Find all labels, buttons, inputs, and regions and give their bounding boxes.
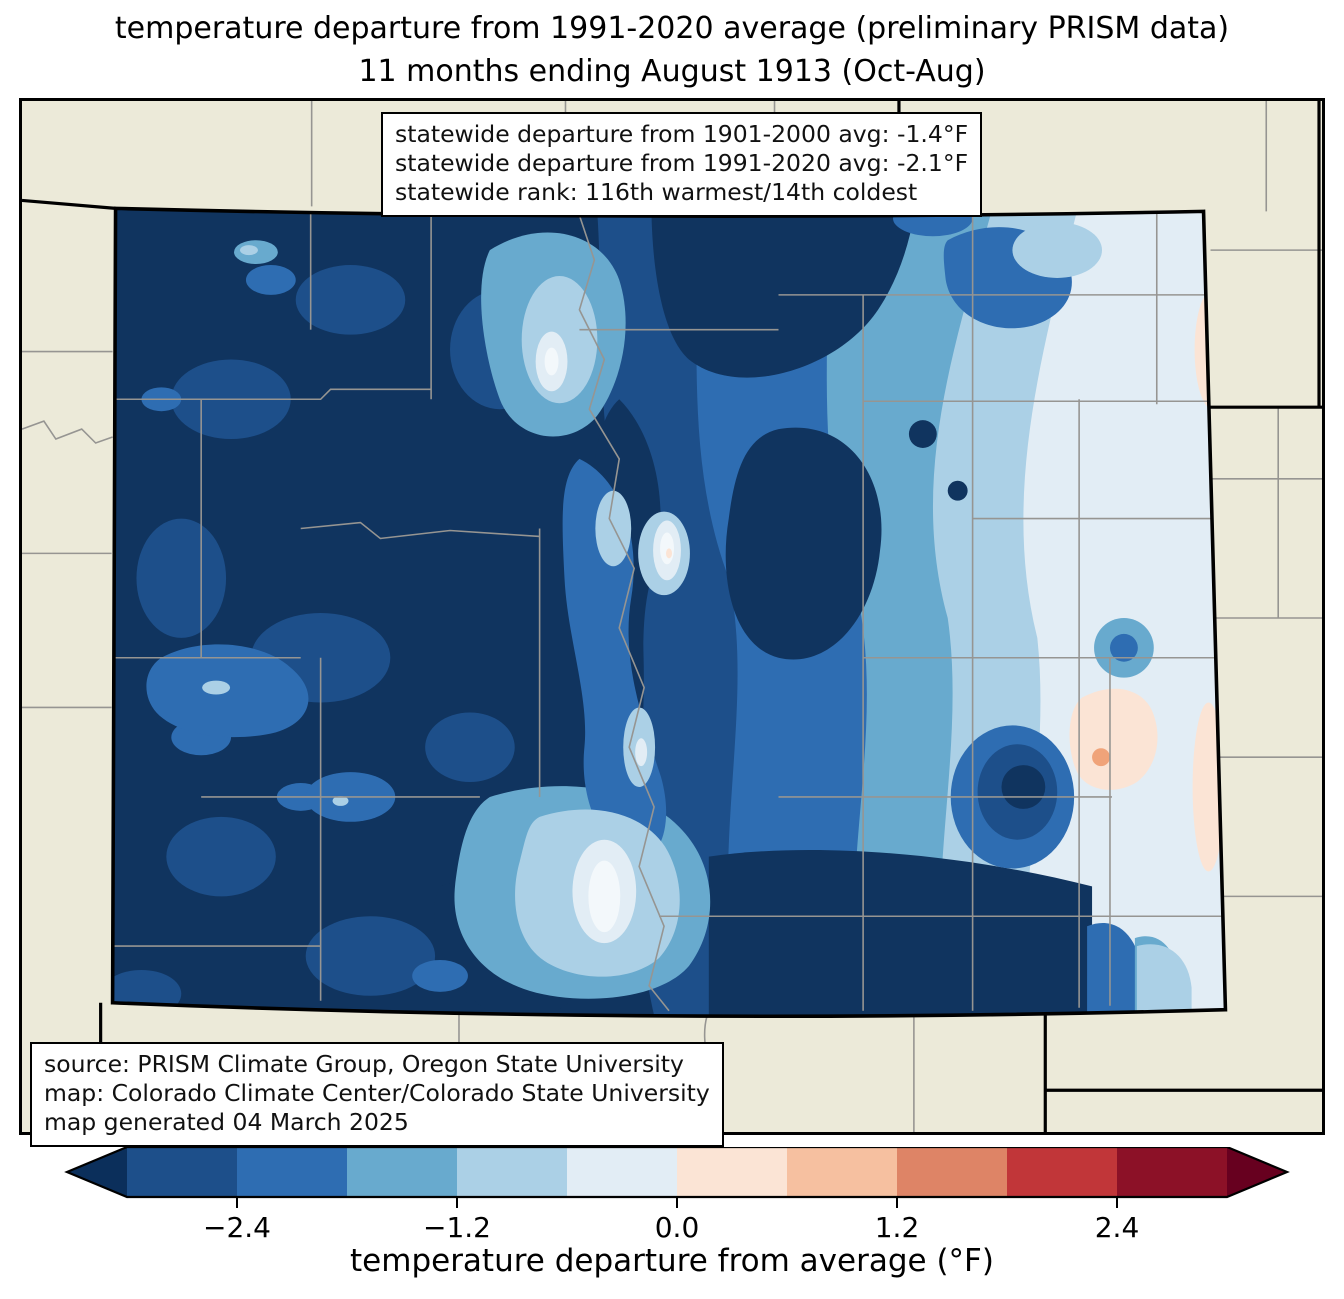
colorbar-bin: [237, 1147, 347, 1197]
colorbar: −2.4 −1.2 0.0 1.2 2.4: [64, 1147, 1290, 1244]
blob: [947, 480, 968, 501]
colorbar-bin: [1117, 1147, 1227, 1197]
stats-line-1: statewide departure from 1901-2000 avg: …: [395, 120, 969, 148]
blob: [660, 532, 674, 565]
blob: [136, 518, 227, 638]
tick-label: −1.2: [423, 1211, 491, 1244]
colorbar-outline: [64, 1147, 1290, 1199]
line: [22, 420, 113, 444]
line: [578, 215, 670, 1012]
colorbar-bin: [1007, 1147, 1117, 1197]
blob: [295, 265, 406, 335]
stats-box: statewide departure from 1901-2000 avg: …: [381, 112, 983, 218]
source-line-1: source: PRISM Climate Group, Oregon Stat…: [44, 1050, 684, 1078]
title-line-1: temperature departure from 1991-2020 ave…: [114, 11, 1230, 46]
colorbar-over-arrow: [1227, 1147, 1287, 1197]
blob: [1136, 944, 1192, 1017]
tick-label: −2.4: [203, 1211, 271, 1244]
blob: [635, 738, 648, 767]
blob: [1012, 222, 1103, 278]
source-box: source: PRISM Climate Group, Oregon Stat…: [30, 1042, 724, 1148]
blob: [412, 960, 468, 992]
map-frame: [19, 98, 1325, 1135]
band-seg5: [1023, 208, 1226, 1017]
colorbar-bin: [787, 1147, 897, 1197]
line: [300, 521, 540, 540]
colorbar-bin: [677, 1147, 787, 1197]
colorbar-bin: [567, 1147, 677, 1197]
tick-label: 2.4: [1095, 1211, 1140, 1244]
colorbar-bin: [347, 1147, 457, 1197]
blob: [595, 490, 632, 567]
state-line: [22, 198, 116, 210]
tick-label: 1.2: [875, 1211, 920, 1244]
colorbar-bin: [127, 1147, 237, 1197]
stats-line-3: statewide rank: 116th warmest/14th colde…: [395, 178, 918, 207]
source-line-2: map: Colorado Climate Center/Colorado St…: [44, 1079, 710, 1108]
chart-title: temperature departure from 1991-2020 ave…: [0, 8, 1344, 93]
contour-fills: [112, 208, 1226, 1017]
blob: [666, 548, 672, 559]
blob: [239, 245, 258, 256]
blob: [305, 916, 436, 996]
colorbar-ticks: [236, 1197, 1118, 1208]
blob: [166, 816, 276, 897]
blob: [1092, 748, 1110, 767]
stats-line-2: statewide departure from 1991-2020 avg: …: [395, 149, 969, 178]
title-line-2: 11 months ending August 1913 (Oct-Aug): [358, 53, 986, 89]
blob: [1069, 688, 1158, 790]
colorbar-bin: [897, 1147, 1007, 1197]
blob: [1109, 633, 1138, 662]
colorbar-axis-label: temperature departure from average (°F): [350, 1243, 994, 1279]
source-line-3: map generated 04 March 2025: [44, 1108, 409, 1137]
blob: [1194, 289, 1226, 410]
blob: [332, 795, 349, 806]
blob: [425, 712, 515, 783]
blob: [1001, 765, 1046, 809]
colorado-map: [22, 101, 1322, 1132]
blob: [245, 265, 296, 295]
tick-label: 0.0: [655, 1211, 700, 1244]
blob: [708, 850, 1093, 1017]
blob: [1087, 922, 1143, 1017]
colorado-county-lines: [112, 213, 1224, 1012]
blob: [544, 347, 559, 376]
line: [112, 388, 432, 401]
blob: [908, 420, 937, 448]
blob: [651, 208, 918, 378]
blob: [588, 860, 621, 933]
colorbar-under-arrow: [67, 1147, 127, 1197]
blob: [202, 680, 231, 695]
blob: [725, 427, 882, 660]
colorbar-bin: [457, 1147, 567, 1197]
